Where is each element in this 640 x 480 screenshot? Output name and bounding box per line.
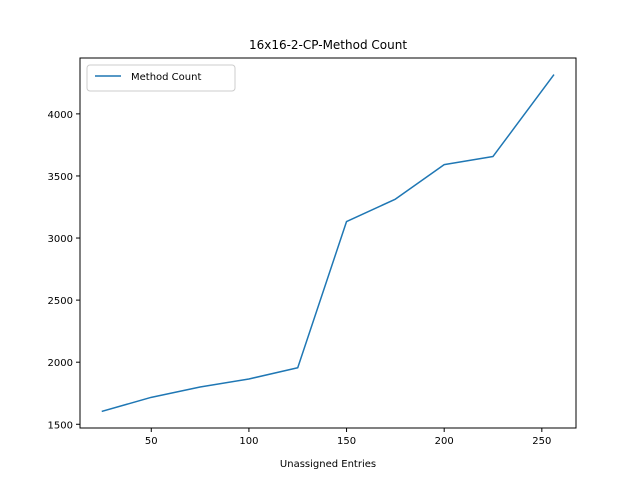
plot-frame	[79, 57, 577, 429]
y-tick-label: 1500	[48, 420, 73, 431]
x-tick-label: 250	[532, 436, 551, 447]
chart-title: 16x16-2-CP-Method Count	[249, 38, 407, 52]
x-tick-label: 150	[337, 436, 356, 447]
legend: Method Count	[86, 64, 236, 92]
series-layer	[101, 74, 555, 413]
x-tick-label: 50	[145, 436, 158, 447]
y-tick-label: 3000	[48, 234, 73, 245]
y-tick-label: 3500	[48, 172, 73, 183]
legend-box	[86, 64, 236, 92]
legend-label-method-count: Method Count	[131, 72, 201, 83]
x-tick-label: 100	[239, 436, 258, 447]
series-line-method-count	[101, 74, 555, 413]
y-axis: 1500 2000 2500 3000 3500 4000	[48, 110, 80, 431]
y-tick-label: 2000	[48, 358, 73, 369]
x-axis: 50 100 150 200 250	[145, 428, 551, 447]
y-tick-label: 2500	[48, 296, 73, 307]
x-tick-label: 200	[435, 436, 454, 447]
y-tick-label: 4000	[48, 110, 73, 121]
x-axis-title: Unassigned Entries	[280, 459, 376, 470]
